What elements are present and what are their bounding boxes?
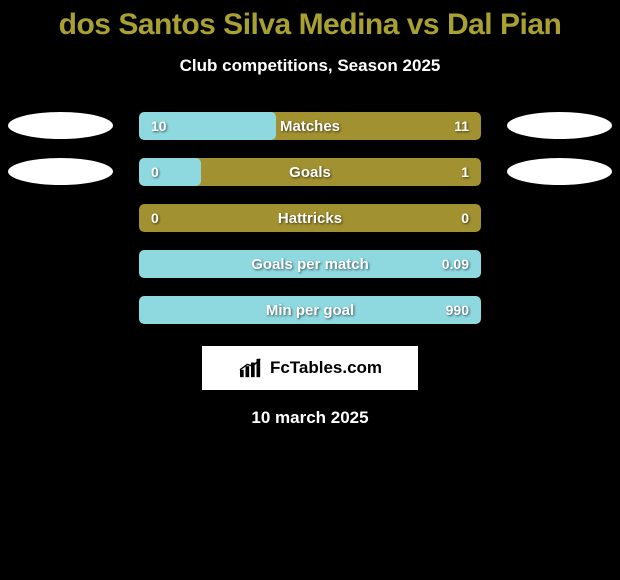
page-title: dos Santos Silva Medina vs Dal Pian xyxy=(0,0,620,42)
stat-bar: 01Goals xyxy=(139,158,481,186)
stat-bar: 0.09Goals per match xyxy=(139,250,481,278)
stat-row: 0.09Goals per match xyxy=(0,250,620,278)
player-left-ellipse xyxy=(8,158,113,185)
stat-row: 00Hattricks xyxy=(0,204,620,232)
comparison-card: dos Santos Silva Medina vs Dal Pian Club… xyxy=(0,0,620,428)
stat-label: Matches xyxy=(139,112,481,140)
stat-row: 1011Matches xyxy=(0,112,620,140)
source-logo: FcTables.com xyxy=(202,346,418,390)
player-left-ellipse xyxy=(8,112,113,139)
stat-row: 01Goals xyxy=(0,158,620,186)
player-right-ellipse xyxy=(507,112,612,139)
stat-label: Goals per match xyxy=(139,250,481,278)
stat-rows: 1011Matches 01Goals 00Hattricks 0.09Goals p… xyxy=(0,112,620,324)
stat-bar: 00Hattricks xyxy=(139,204,481,232)
stat-bar: 990Min per goal xyxy=(139,296,481,324)
logo-text: FcTables.com xyxy=(270,358,382,378)
subtitle: Club competitions, Season 2025 xyxy=(0,56,620,76)
date-label: 10 march 2025 xyxy=(0,408,620,428)
stat-label: Min per goal xyxy=(139,296,481,324)
player-right-ellipse xyxy=(507,158,612,185)
bars-icon xyxy=(238,357,264,379)
stat-row: 990Min per goal xyxy=(0,296,620,324)
stat-bar: 1011Matches xyxy=(139,112,481,140)
stat-label: Hattricks xyxy=(139,204,481,232)
stat-label: Goals xyxy=(139,158,481,186)
